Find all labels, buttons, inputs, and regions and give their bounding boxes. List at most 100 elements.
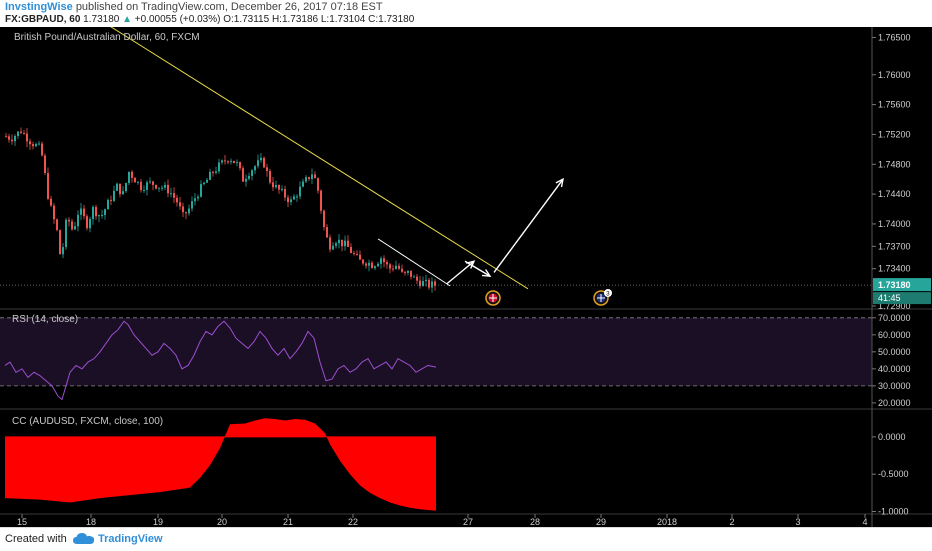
candle-body	[392, 268, 394, 270]
candle-body	[62, 247, 64, 255]
price-change: +0.00055 (+0.03%)	[134, 14, 221, 25]
candle-body	[419, 280, 421, 287]
candle-body	[239, 162, 241, 169]
chart-svg[interactable]: 3 1.765001.760001.756001.752001.748001.7…	[0, 25, 932, 527]
candle-body	[272, 182, 274, 188]
candle-body	[227, 161, 229, 163]
candle-body	[281, 189, 283, 191]
time-tick-label: 3	[795, 517, 800, 527]
chart-area[interactable]: 3 1.76500 1.76000 1.75600 1.75200 1.74800 1.7…	[0, 25, 932, 527]
candle-body	[89, 219, 91, 229]
candle-body	[194, 198, 196, 202]
candle-body	[182, 206, 184, 213]
rsi-line	[4, 320, 437, 401]
last-price: 1.73180	[83, 14, 120, 25]
candle-body	[134, 177, 136, 183]
candle-body	[104, 209, 106, 216]
candle-body	[131, 171, 133, 178]
candle-body	[164, 184, 166, 188]
trendline	[109, 25, 529, 290]
time-tick-label: 22	[348, 517, 358, 527]
candle-body	[203, 182, 205, 185]
author-link[interactable]: InvstingWise	[5, 1, 73, 13]
candle-body	[152, 181, 154, 185]
candle-body	[5, 136, 7, 138]
candle-body	[269, 170, 271, 183]
candle-body	[200, 184, 202, 197]
publish-line: InvstingWise published on TradingView.co…	[5, 1, 383, 13]
candle-body	[383, 258, 385, 263]
cc-tick-label: 0.0000	[878, 432, 906, 442]
rsi-tick-label: 40.0000	[878, 364, 911, 374]
last-price-tag	[873, 278, 931, 292]
last-price-tag-label: 1.73180	[878, 280, 911, 290]
countdown-label: 41:45	[878, 293, 901, 303]
candle-body	[245, 178, 247, 182]
candle-body	[308, 177, 310, 179]
candle-body	[371, 262, 373, 269]
rsi-pane[interactable]	[0, 317, 872, 401]
time-tick-label: 18	[86, 517, 96, 527]
candle-body	[140, 181, 142, 191]
candle-body	[407, 270, 409, 273]
candle-body	[287, 197, 289, 203]
price-pane[interactable]: 3	[0, 25, 872, 306]
forecast-arrow-line	[464, 260, 491, 277]
candle-body	[254, 166, 256, 171]
cc-area	[5, 418, 436, 511]
time-tick-label: 2018	[657, 517, 677, 527]
candle-body	[290, 199, 292, 203]
rsi-band	[0, 317, 872, 386]
candle-body	[353, 252, 355, 254]
candle-body	[431, 281, 433, 288]
candle-body	[248, 175, 250, 179]
price-pane-title: British Pound/Australian Dollar, 60, FXC…	[14, 32, 200, 43]
candle-body	[377, 263, 379, 267]
cc-tick-label: -1.0000	[878, 507, 909, 517]
time-tick-label: 28	[530, 517, 540, 527]
axes: 1.76500 1.76000 1.75600 1.75200 1.74800 1.744…	[0, 27, 932, 527]
candle-body	[149, 181, 151, 183]
candle-body	[146, 182, 148, 190]
candle-body	[14, 135, 16, 142]
price-tick-label: 1.73700	[878, 241, 911, 251]
candle-body	[212, 171, 214, 173]
candle-body	[434, 281, 436, 286]
candle-body	[86, 216, 88, 229]
ohlc-line: FX:GBPAUD, 60 1.73180 ▲ +0.00055 (+0.03%…	[5, 14, 414, 25]
candle-body	[380, 258, 382, 264]
candle-body	[50, 198, 52, 206]
candle-body	[359, 254, 361, 260]
candle-body	[158, 187, 160, 189]
candle-body	[338, 239, 340, 244]
published-text: published on TradingView.com, December 2…	[75, 1, 383, 13]
candle-body	[374, 266, 376, 269]
tradingview-brand[interactable]: TradingView	[98, 533, 163, 545]
candle-body	[32, 144, 34, 147]
candle-body	[188, 208, 190, 214]
candle-body	[8, 136, 10, 140]
candle-body	[311, 174, 313, 179]
candle-body	[401, 268, 403, 272]
ohlc-values: O:1.73115 H:1.73186 L:1.73104 C:1.73180	[223, 14, 415, 25]
candle-body	[257, 160, 259, 167]
candle-body	[293, 196, 295, 200]
candle-body	[143, 189, 145, 191]
candle-body	[47, 173, 49, 199]
candle-body	[197, 196, 199, 199]
cc-pane[interactable]	[5, 418, 436, 511]
time-tick-label: 27	[463, 517, 473, 527]
candle-body	[314, 174, 316, 179]
price-tick-label: 1.72900	[878, 301, 911, 311]
candle-body	[263, 157, 265, 168]
countdown-tag	[873, 292, 931, 305]
candle-body	[428, 279, 430, 288]
candle-body	[170, 193, 172, 195]
candle-body	[185, 212, 187, 214]
candle-body	[224, 160, 226, 162]
candle-body	[38, 143, 40, 145]
candle-body	[209, 171, 211, 180]
candle-body	[422, 281, 424, 287]
created-with-label: Created with	[5, 533, 67, 545]
candle-body	[365, 263, 367, 266]
